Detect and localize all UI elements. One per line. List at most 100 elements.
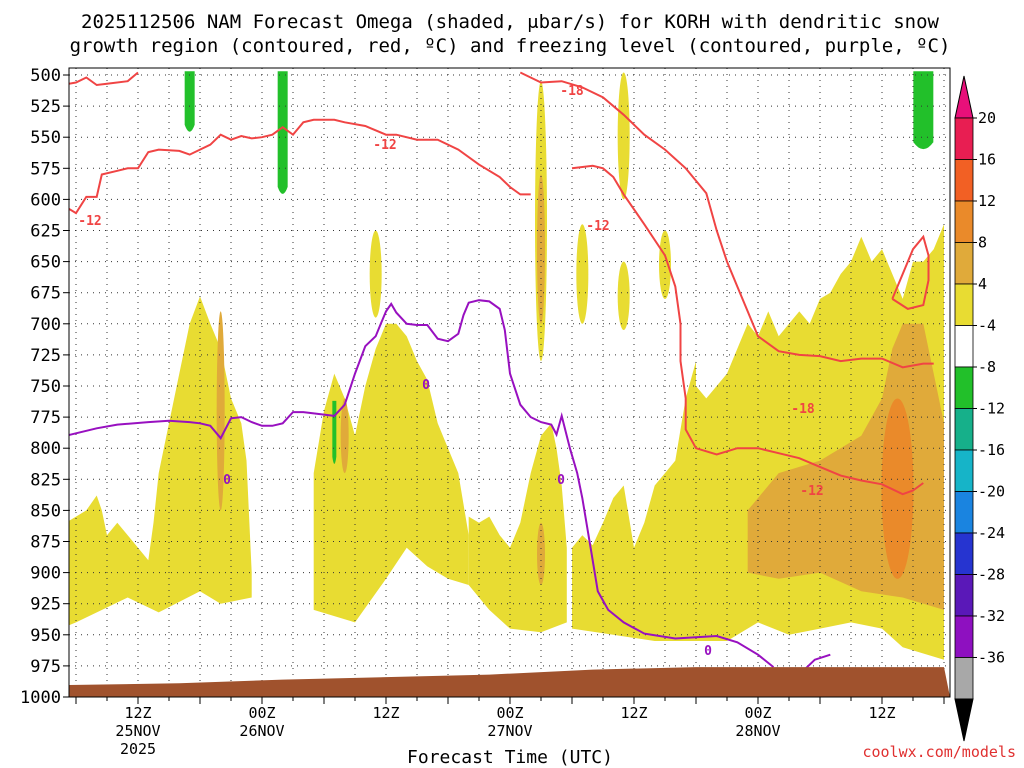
chart-title-line1: 2025112506 NAM Forecast Omega (shaded, μ…: [81, 11, 939, 33]
site-credit: coolwx.com/models: [862, 743, 1016, 761]
y-tick-label: 725: [30, 346, 61, 366]
omega-negative-streak: [913, 71, 934, 150]
colorbar-label: 16: [978, 151, 996, 169]
x-tick-year: 2025: [120, 740, 156, 758]
colorbar-swatch: [954, 325, 974, 368]
colorbar-label: -20: [978, 483, 1005, 501]
x-tick-label: 00Z: [248, 704, 275, 722]
omega-shading-layer: [69, 71, 944, 660]
omega-8to12-streak: [216, 311, 225, 511]
x-axis-label: Forecast Time (UTC): [407, 747, 613, 768]
colorbar-swatch: [954, 532, 974, 575]
dgz-contour-line: [69, 71, 139, 87]
colorbar-top-arrow: [954, 75, 974, 119]
colorbar-swatch: [954, 159, 974, 202]
colorbar-bottom-arrow: [954, 698, 974, 742]
colorbar-swatch: [954, 242, 974, 285]
dgz-contour-line: [69, 118, 531, 215]
omega-4to8-streak: [617, 72, 630, 200]
contour-label: 0: [704, 644, 712, 659]
y-tick-label: 600: [30, 190, 61, 210]
x-tick-date: 25NOV: [115, 722, 160, 740]
chart-title-line2: growth region (contoured, red, ºC) and f…: [70, 35, 951, 57]
omega-8to12-streak: [340, 398, 349, 474]
y-tick-label: 825: [30, 470, 61, 490]
colorbar-label: -28: [978, 566, 1005, 584]
x-tick-date: 27NOV: [487, 722, 532, 740]
contour-label: -18: [791, 402, 815, 417]
y-tick-label: 875: [30, 533, 61, 553]
colorbar-label: -8: [978, 358, 996, 376]
y-tick-label: 525: [30, 97, 61, 117]
y-tick-label: 850: [30, 501, 61, 521]
colorbar-label: -16: [978, 441, 1005, 459]
freezing-level-line: [69, 299, 775, 668]
contour-label: -12: [78, 214, 101, 229]
dgz-contour-line: [891, 234, 930, 310]
y-tick-label: 575: [30, 159, 61, 179]
x-tick-label: 12Z: [372, 704, 399, 722]
colorbar-swatch: [954, 117, 974, 160]
colorbar-label: 8: [978, 234, 987, 252]
ground-surface: [69, 667, 950, 697]
y-tick-label: 500: [30, 66, 61, 86]
y-tick-label: 925: [30, 595, 61, 615]
colorbar-label: 20: [978, 109, 996, 127]
contour-layer: [69, 71, 934, 676]
colorbar: 20 16 12 8 4 -4 -8 -12 -16 -20 -24 -28 -32 -36: [954, 75, 1005, 742]
x-tick-date: 26NOV: [239, 722, 284, 740]
colorbar-swatch: [954, 408, 974, 451]
omega-8to12-streak: [537, 174, 545, 324]
colorbar-label: -36: [978, 649, 1005, 667]
x-tick-label: 12Z: [620, 704, 647, 722]
colorbar-swatch: [954, 491, 974, 534]
colorbar-swatch: [954, 366, 974, 409]
colorbar-label: -12: [978, 400, 1005, 418]
contour-label-layer: -18 -12 -12 -12 -18 -12 0 0 0 0: [78, 84, 823, 659]
colorbar-label: 12: [978, 192, 996, 210]
colorbar-swatch: [954, 283, 974, 326]
omega-negative-streak: [332, 400, 337, 464]
y-tick-label: 750: [30, 377, 61, 397]
y-tick-label: 1000: [20, 688, 61, 708]
omega-4to8-region: [313, 323, 469, 623]
contour-label: -18: [560, 84, 584, 99]
contour-label: -12: [373, 138, 396, 153]
x-tick-label: 00Z: [496, 704, 523, 722]
omega-4to8-streak: [617, 261, 630, 331]
y-tick-label: 950: [30, 626, 61, 646]
colorbar-label: -32: [978, 607, 1005, 625]
contour-label: -12: [800, 484, 823, 499]
contour-label: -12: [586, 219, 609, 234]
y-tick-label: 800: [30, 439, 61, 459]
colorbar-label: -4: [978, 317, 996, 335]
omega-4to8-streak: [369, 230, 382, 318]
y-tick-label: 625: [30, 222, 61, 242]
y-tick-label: 650: [30, 253, 61, 273]
y-tick-label: 675: [30, 284, 61, 304]
omega-12to16-core: [881, 398, 914, 579]
x-tick-date: 28NOV: [735, 722, 780, 740]
x-tick-label: 00Z: [744, 704, 771, 722]
plot-area: [69, 68, 950, 697]
y-tick-label: 975: [30, 657, 61, 677]
omega-4to8-region: [572, 361, 696, 641]
y-tick-label: 550: [30, 128, 61, 148]
y-axis: 500 525 550 575 600 625 650 675 700 725 750 775 800 8…: [20, 66, 69, 708]
x-tick-label: 12Z: [124, 704, 151, 722]
colorbar-swatch: [954, 657, 974, 700]
colorbar-label: 4: [978, 275, 987, 293]
y-tick-label: 775: [30, 408, 61, 428]
dgz-contour-line: [571, 164, 924, 496]
colorbar-label: -24: [978, 524, 1005, 542]
omega-negative-streak: [277, 71, 288, 194]
contour-label: 0: [223, 473, 231, 488]
ground-layer: [69, 667, 950, 697]
x-tick-label: 12Z: [868, 704, 895, 722]
colorbar-swatch: [954, 574, 974, 617]
contour-label: 0: [422, 378, 430, 393]
omega-4to8-region: [69, 296, 252, 626]
omega-4to8-streak: [659, 230, 671, 299]
